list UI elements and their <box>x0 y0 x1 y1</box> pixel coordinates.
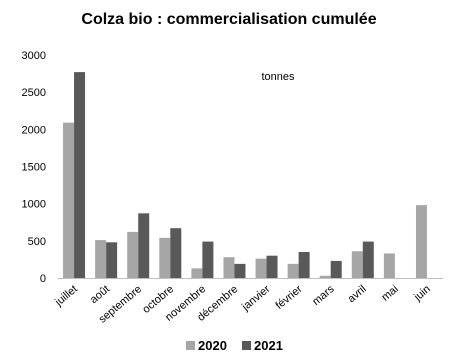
y-tick-label: 2000 <box>22 124 46 136</box>
y-tick-label: 2500 <box>22 87 46 99</box>
bar-2020-novembre <box>191 268 203 278</box>
bar-2021-février <box>298 251 310 278</box>
x-tick-label: avril <box>346 283 369 305</box>
bar-2020-février <box>287 263 299 278</box>
bar-2020-mars <box>319 275 331 278</box>
bars <box>63 72 427 278</box>
x-tick-label: février <box>273 283 304 312</box>
y-tick-label: 1500 <box>22 162 46 174</box>
y-tick-label: 0 <box>40 273 46 285</box>
y-tick-label: 500 <box>28 236 46 248</box>
legend: 2020 2021 <box>186 338 283 353</box>
bar-2020-avril <box>351 251 363 278</box>
y-tick-label: 3000 <box>22 50 46 62</box>
bar-2021-novembre <box>202 241 214 278</box>
bar-2020-octobre <box>159 237 171 278</box>
x-tick-label: juin <box>411 283 433 304</box>
bar-2020-janvier <box>255 258 267 278</box>
x-tick-label: juillet <box>52 283 80 309</box>
bar-2020-septembre <box>127 231 139 278</box>
legend-swatch <box>186 341 195 350</box>
legend-swatch <box>242 341 251 350</box>
x-tick-label: mai <box>380 283 401 304</box>
bar-2021-juillet <box>74 72 86 278</box>
legend-label: 2020 <box>198 338 227 353</box>
bar-2021-octobre <box>170 228 182 278</box>
x-tick-label: août <box>88 283 112 306</box>
bar-2020-juillet <box>63 122 75 278</box>
bar-2021-septembre <box>138 213 150 278</box>
bar-2020-mai <box>383 253 395 278</box>
x-axis: juillet aoûtseptembreoctobrenovembredécem… <box>52 278 443 326</box>
legend-label: 2021 <box>254 338 283 353</box>
unit-annotation: tonnes <box>261 71 295 83</box>
chart-title: Colza bio : commercialisation cumulée <box>81 11 376 28</box>
bar-2021-mars <box>330 260 342 278</box>
bar-2020-août <box>95 240 107 278</box>
x-tick-label: mars <box>310 283 337 308</box>
bar-2020-décembre <box>223 257 235 278</box>
bar-2021-avril <box>362 241 374 278</box>
x-tick-label: janvier <box>239 283 273 314</box>
y-axis: 0 500 1000 1500 2000 2500 3000 <box>22 50 46 285</box>
bar-2021-décembre <box>234 263 246 278</box>
bar-2021-août <box>106 242 118 278</box>
bar-2021-janvier <box>266 255 278 278</box>
y-tick-label: 1000 <box>22 199 46 211</box>
bar-2020-juin <box>415 205 427 278</box>
